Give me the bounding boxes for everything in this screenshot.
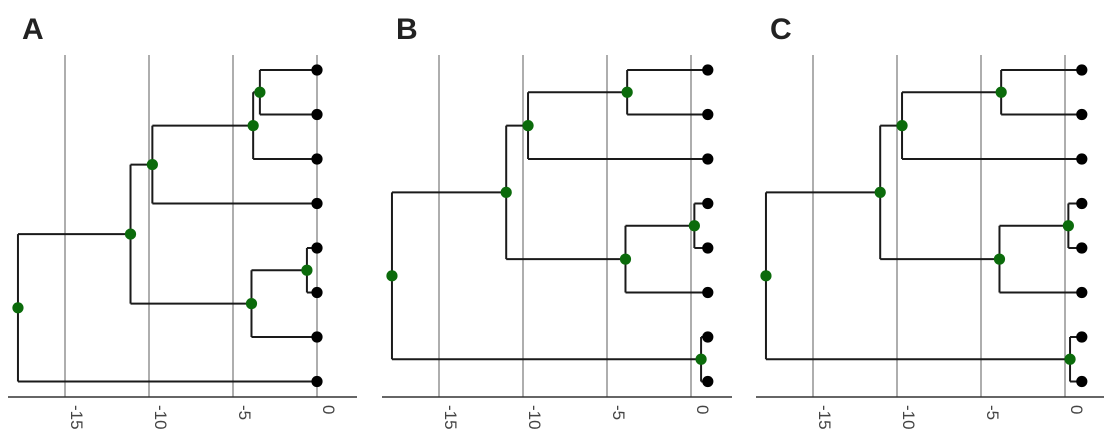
panel-c-tip-node — [1076, 108, 1088, 121]
panel-a-tick-label: -10 — [151, 405, 170, 430]
panel-b-tip-node — [702, 64, 714, 76]
panel-c-tip-node — [1076, 242, 1088, 254]
panel-a-internal-node — [124, 228, 137, 240]
panel-a-internal-node — [301, 264, 313, 276]
panel-a: A -15 -10 -5 0 — [8, 13, 357, 430]
panel-a-tip-node — [311, 331, 323, 343]
panel-a-tick-label: -5 — [235, 405, 254, 420]
panel-c-tip-node — [1076, 375, 1088, 388]
panel-a-tip-node — [311, 197, 323, 210]
panel-c-internal-node — [874, 186, 886, 198]
panel-c-nodes — [760, 64, 1088, 388]
panel-c-tick-label: -15 — [815, 405, 834, 430]
panel-c-tip-node — [1076, 197, 1088, 210]
panel-c-tip-node — [1076, 153, 1088, 165]
panel-a-tick-label: -15 — [67, 405, 86, 430]
panel-b-tick-label: -10 — [525, 405, 544, 430]
panel-b-internal-node — [619, 253, 632, 265]
panel-b-internal-node — [522, 120, 534, 132]
panel-b-label: B — [396, 13, 418, 46]
panel-a-internal-node — [247, 120, 259, 132]
panel-c-internal-node — [896, 120, 908, 132]
panel-b-internal-node — [621, 86, 633, 98]
panel-b-tip-node — [702, 108, 714, 121]
panel-a-tick-label: 0 — [319, 405, 338, 414]
panel-b-tick-label: -5 — [609, 405, 628, 420]
panel-c-internal-node — [1062, 220, 1074, 232]
panel-b-tip-node — [702, 375, 714, 388]
panel-c-tip-node — [1076, 331, 1088, 343]
panel-a-tip-node — [311, 108, 323, 121]
panel-a-tip-node — [311, 153, 323, 165]
panel-b-tick-label: -15 — [441, 405, 460, 430]
panel-b-tip-node — [702, 242, 714, 254]
panel-c-internal-node — [760, 270, 772, 282]
panel-b-tip-node — [702, 286, 714, 299]
panel-b-nodes — [386, 64, 714, 388]
panel-b-tick-label: 0 — [693, 405, 712, 414]
panel-b-tip-node — [702, 197, 714, 210]
panel-c-label: C — [770, 13, 792, 46]
panel-b-internal-node — [500, 186, 512, 198]
panel-a-tip-node — [311, 375, 323, 388]
panel-c-branches — [764, 69, 1082, 383]
panel-c-tip-node — [1076, 286, 1088, 299]
panel-a-label: A — [22, 13, 44, 46]
panel-b-tip-node — [702, 331, 714, 343]
panel-b-internal-node — [386, 270, 398, 282]
panel-b-internal-node — [688, 220, 700, 232]
panel-a-tip-node — [311, 64, 323, 76]
panel-c-tip-node — [1076, 64, 1088, 76]
panel-b: B -15 -10 -5 0 — [382, 13, 732, 430]
panel-a-tip-node — [311, 286, 323, 299]
panel-c-tick-label: -5 — [983, 405, 1002, 420]
panel-a-internal-node — [146, 158, 158, 171]
panel-c: C -15 -10 -5 0 — [756, 13, 1104, 430]
panel-a-nodes — [12, 64, 323, 388]
panel-c-internal-node — [993, 253, 1006, 265]
panel-b-internal-node — [695, 353, 707, 365]
panel-a-internal-node — [245, 298, 258, 310]
panel-a-internal-node — [254, 86, 266, 98]
panel-a-internal-node — [12, 302, 24, 314]
panel-b-tip-node — [702, 153, 714, 165]
panel-a-tip-node — [311, 242, 323, 254]
panel-c-tick-label: -10 — [899, 405, 918, 430]
panel-c-internal-node — [1064, 353, 1076, 365]
panel-c-internal-node — [995, 86, 1007, 98]
panel-a-branches — [16, 69, 317, 383]
panel-c-tick-label: 0 — [1067, 405, 1086, 414]
